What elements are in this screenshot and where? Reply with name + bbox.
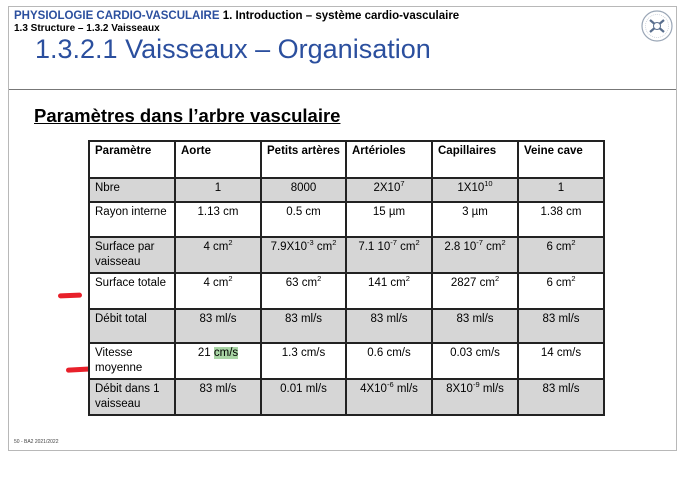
cell-capillaires: 2827 cm2: [431, 272, 519, 310]
cell-arterioles: 0.6 cm/s: [345, 342, 433, 380]
cell-veine: 6 cm2: [517, 236, 605, 274]
table-row: Surface totale 4 cm2 63 cm2 141 cm2 2827…: [88, 272, 605, 310]
table-row: Rayon interne 1.13 cm 0.5 cm 15 µm 3 µm …: [88, 201, 605, 238]
table-row: Nbre 1 8000 2X107 1X1010 1: [88, 177, 605, 203]
cell-veine: 83 ml/s: [517, 308, 605, 344]
cell-arterioles: 7.1 10-7 cm2: [345, 236, 433, 274]
header-cell: Veine cave: [517, 140, 605, 179]
cell-veine: 1.38 cm: [517, 201, 605, 238]
annotation-mark: [57, 292, 83, 299]
page-footer: 50 - BA2 2021/2022: [14, 439, 59, 445]
header-cell: Capillaires: [431, 140, 519, 179]
row-label: Débit total: [88, 308, 176, 344]
cell-arterioles: 83 ml/s: [345, 308, 433, 344]
cell-capillaires: 2.8 10-7 cm2: [431, 236, 519, 274]
university-seal-icon: [641, 10, 673, 42]
cell-petits: 1.3 cm/s: [260, 342, 347, 380]
table-row: Débit dans 1 vaisseau 83 ml/s 0.01 ml/s …: [88, 378, 605, 416]
cell-arterioles: 4X10-6 ml/s: [345, 378, 433, 416]
row-label: Nbre: [88, 177, 176, 203]
table-row: Surface par vaisseau 4 cm2 7.9X10-3 cm2 …: [88, 236, 605, 274]
title-divider: [9, 89, 676, 90]
table-row: Vitesse moyenne 21 cm/s 1.3 cm/s 0.6 cm/…: [88, 342, 605, 380]
chapter-name: 1. Introduction – système cardio-vascula…: [219, 10, 460, 22]
cell-petits: 63 cm2: [260, 272, 347, 310]
header-cell: Petits artères: [260, 140, 347, 179]
cell-arterioles: 2X107: [345, 177, 433, 203]
parameters-table: Paramètre Aorte Petits artères Artériole…: [88, 140, 605, 416]
header-cell: Artérioles: [345, 140, 433, 179]
section-subtitle: Paramètres dans l’arbre vasculaire: [34, 105, 341, 126]
cell-veine: 6 cm2: [517, 272, 605, 310]
slide-title: 1.3.2.1 Vaisseaux – Organisation: [35, 34, 431, 64]
cell-petits: 83 ml/s: [260, 308, 347, 344]
highlighted-unit: cm/s: [213, 347, 239, 359]
row-label: Vitesse moyenne: [88, 342, 176, 380]
row-label: Débit dans 1 vaisseau: [88, 378, 176, 416]
cell-capillaires: 8X10-9 ml/s: [431, 378, 519, 416]
cell-capillaires: 1X1010: [431, 177, 519, 203]
cell-petits: 0.5 cm: [260, 201, 347, 238]
header-cell: Paramètre: [88, 140, 176, 179]
cell-aorte: 1.13 cm: [174, 201, 262, 238]
cell-capillaires: 3 µm: [431, 201, 519, 238]
cell-arterioles: 141 cm2: [345, 272, 433, 310]
cell-petits: 8000: [260, 177, 347, 203]
course-header: PHYSIOLOGIE CARDIO-VASCULAIRE 1. Introdu…: [14, 10, 459, 22]
row-label: Rayon interne: [88, 201, 176, 238]
row-label: Surface par vaisseau: [88, 236, 176, 274]
section-header: 1.3 Structure – 1.3.2 Vaisseaux: [14, 23, 160, 34]
cell-veine: 83 ml/s: [517, 378, 605, 416]
header-cell: Aorte: [174, 140, 262, 179]
row-label: Surface totale: [88, 272, 176, 310]
cell-capillaires: 83 ml/s: [431, 308, 519, 344]
cell-petits: 7.9X10-3 cm2: [260, 236, 347, 274]
cell-aorte: 21 cm/s: [174, 342, 262, 380]
cell-aorte: 83 ml/s: [174, 308, 262, 344]
table-row: Débit total 83 ml/s 83 ml/s 83 ml/s 83 m…: [88, 308, 605, 344]
cell-capillaires: 0.03 cm/s: [431, 342, 519, 380]
course-name: PHYSIOLOGIE CARDIO-VASCULAIRE: [14, 10, 220, 22]
cell-petits: 0.01 ml/s: [260, 378, 347, 416]
table-header-row: Paramètre Aorte Petits artères Artériole…: [88, 140, 605, 179]
cell-veine: 14 cm/s: [517, 342, 605, 380]
cell-aorte: 4 cm2: [174, 236, 262, 274]
cell-aorte: 83 ml/s: [174, 378, 262, 416]
cell-aorte: 4 cm2: [174, 272, 262, 310]
cell-veine: 1: [517, 177, 605, 203]
cell-aorte: 1: [174, 177, 262, 203]
cell-arterioles: 15 µm: [345, 201, 433, 238]
